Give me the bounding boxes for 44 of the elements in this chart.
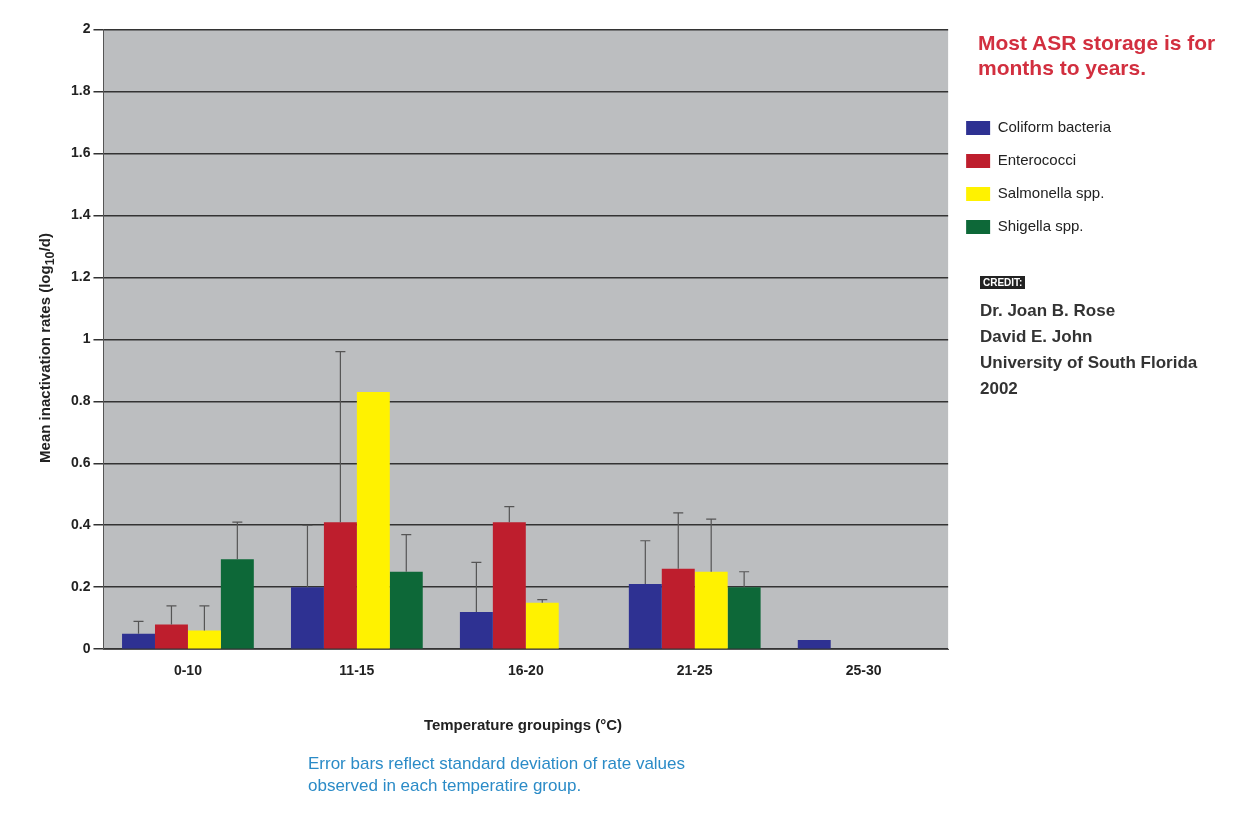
bar [220, 559, 254, 649]
y-tick-label: 0.2 [70, 578, 91, 595]
legend-label: Coliform bacteria [997, 118, 1112, 136]
bar [661, 568, 695, 649]
text: 2002 [980, 378, 1019, 400]
bar [727, 587, 761, 649]
bar [122, 633, 155, 649]
x-tick-label: 21-25 [676, 662, 713, 679]
text: University of South Florida [980, 352, 1198, 374]
text: Most ASR storage is for months to years. [978, 30, 1217, 80]
x-tick-label: 11-15 [339, 662, 375, 679]
bar [323, 522, 357, 649]
y-tick-label: 1.8 [70, 82, 91, 99]
y-tick-label: 0.8 [70, 392, 91, 409]
y-tick-label: 0.4 [70, 516, 91, 533]
y-tick-label: 1 [82, 330, 91, 347]
text: Dr. Joan B. Rose [980, 300, 1117, 322]
legend-label: Salmonella spp. [997, 184, 1105, 202]
y-tick-label: 0.6 [70, 454, 91, 471]
bar [389, 571, 423, 649]
bar [459, 612, 493, 649]
bar [694, 571, 728, 649]
bar [525, 602, 559, 649]
bar [154, 624, 188, 649]
x-tick-label: 25-30 [845, 662, 882, 679]
y-tick-label: 0 [82, 640, 91, 657]
y-tick-label: 2 [82, 20, 91, 37]
x-axis-title: Temperature groupings (°C) [423, 716, 623, 733]
text: David E. John [980, 326, 1094, 348]
text: CREDIT: [980, 276, 1026, 289]
bar [290, 587, 324, 649]
bar [628, 584, 662, 649]
legend-label: Shigella spp. [997, 217, 1084, 235]
x-tick-label: 0-10 [173, 662, 203, 679]
bar [187, 630, 221, 649]
bar [797, 639, 831, 649]
text: Error bars reflect standard deviation of rate values observed in each temperatire group. [308, 753, 687, 797]
y-tick-label: 1.6 [70, 144, 91, 161]
y-tick-label: 1.4 [70, 206, 91, 223]
y-tick-label: 1.2 [70, 268, 91, 285]
x-tick-label: 16-20 [507, 662, 544, 679]
bar [492, 522, 526, 649]
legend-label: Enterococci [997, 151, 1076, 169]
bar [356, 391, 390, 649]
